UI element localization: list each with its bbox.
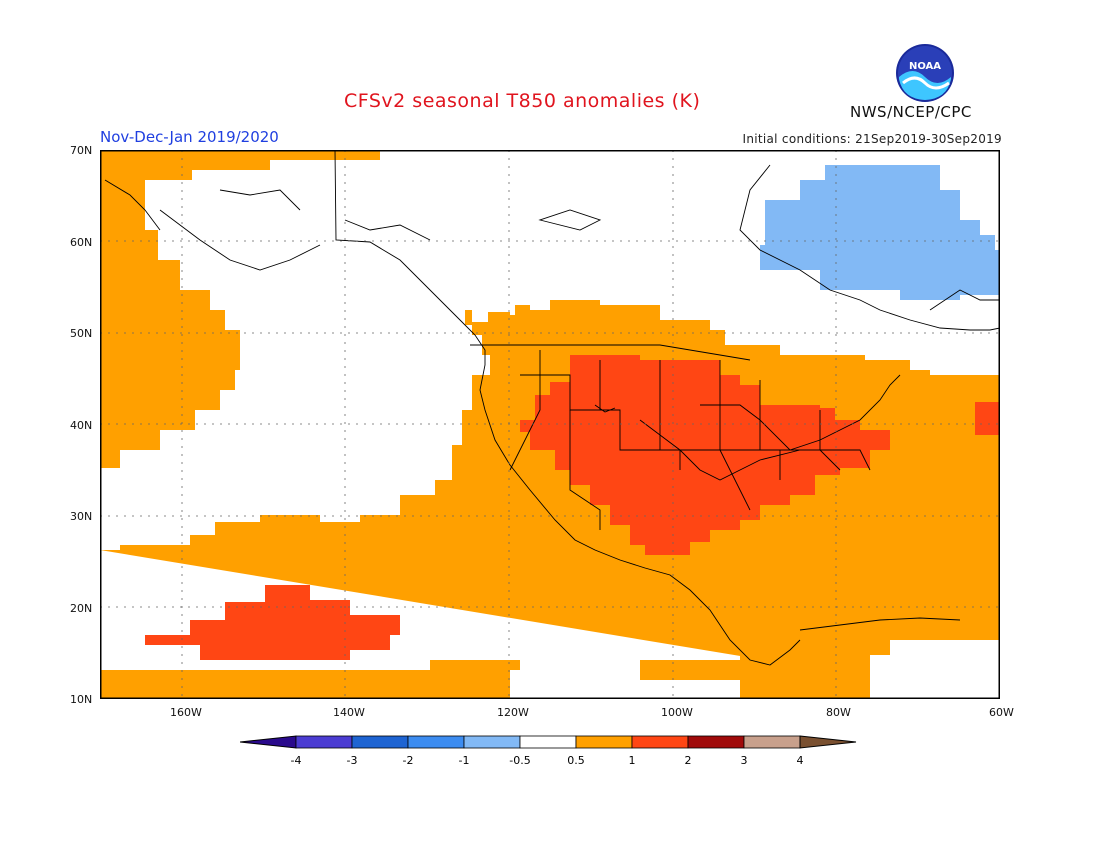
lon-label-120w: 120W bbox=[497, 706, 529, 719]
colorbar-arrow-right bbox=[799, 735, 857, 749]
lat-label-50: 50N bbox=[70, 327, 93, 340]
colorbar-arrow-left bbox=[240, 735, 297, 749]
colorbar-tick-label: 4 bbox=[797, 754, 804, 767]
lon-label-80w: 80W bbox=[826, 706, 851, 719]
lat-label-40: 40N bbox=[70, 419, 93, 432]
anomaly-field-neutral bbox=[100, 355, 1000, 699]
anomaly-field-neg-05-1 bbox=[760, 165, 1000, 300]
colorbar-swatch bbox=[743, 735, 801, 749]
agency-label: NWS/NCEP/CPC bbox=[850, 103, 972, 121]
anomaly-map bbox=[100, 150, 1000, 699]
colorbar-tick-label: -1 bbox=[459, 754, 470, 767]
lat-label-60: 60N bbox=[70, 236, 93, 249]
lat-label-20: 20N bbox=[70, 602, 93, 615]
anomaly-field-1-2 bbox=[145, 355, 1000, 660]
colorbar-swatch bbox=[351, 735, 409, 749]
coastlines bbox=[104, 150, 1000, 666]
lat-label-30: 30N bbox=[70, 510, 93, 523]
colorbar-tick-label: -4 bbox=[291, 754, 302, 767]
map-title: CFSv2 seasonal T850 anomalies (K) bbox=[344, 90, 701, 112]
colorbar-tick-label: -2 bbox=[403, 754, 414, 767]
lon-label-100w: 100W bbox=[661, 706, 693, 719]
lon-label-160w: 160W bbox=[170, 706, 202, 719]
colorbar-tick-label: 1 bbox=[629, 754, 636, 767]
colorbar-swatch bbox=[575, 735, 633, 749]
colorbar-swatch bbox=[407, 735, 465, 749]
lon-label-60w: 60W bbox=[989, 706, 1014, 719]
colorbar-swatch bbox=[295, 735, 353, 749]
initial-conditions-label: Initial conditions: 21Sep2019-30Sep2019 bbox=[742, 132, 1002, 146]
colorbar-swatch bbox=[463, 735, 521, 749]
noaa-logo-icon: NOAA bbox=[896, 44, 954, 102]
colorbar-tick-label: -0.5 bbox=[509, 754, 530, 767]
colorbar-swatch bbox=[687, 735, 745, 749]
colorbar-tick-label: 3 bbox=[741, 754, 748, 767]
colorbar-legend: -4 -3 -2 -1 -0.5 0.5 1 2 3 4 bbox=[240, 735, 857, 767]
colorbar-swatch bbox=[519, 735, 577, 749]
colorbar-tick-label: -3 bbox=[347, 754, 358, 767]
colorbar-tick-label: 2 bbox=[685, 754, 692, 767]
lon-label-140w: 140W bbox=[333, 706, 365, 719]
lat-label-70: 70N bbox=[70, 144, 93, 157]
colorbar-swatch bbox=[631, 735, 689, 749]
colorbar-tick-label: 0.5 bbox=[567, 754, 585, 767]
noaa-logo-text: NOAA bbox=[909, 61, 941, 72]
lat-label-10: 10N bbox=[70, 693, 93, 706]
period-label: Nov-Dec-Jan 2019/2020 bbox=[100, 128, 279, 146]
graticule bbox=[100, 150, 1000, 699]
